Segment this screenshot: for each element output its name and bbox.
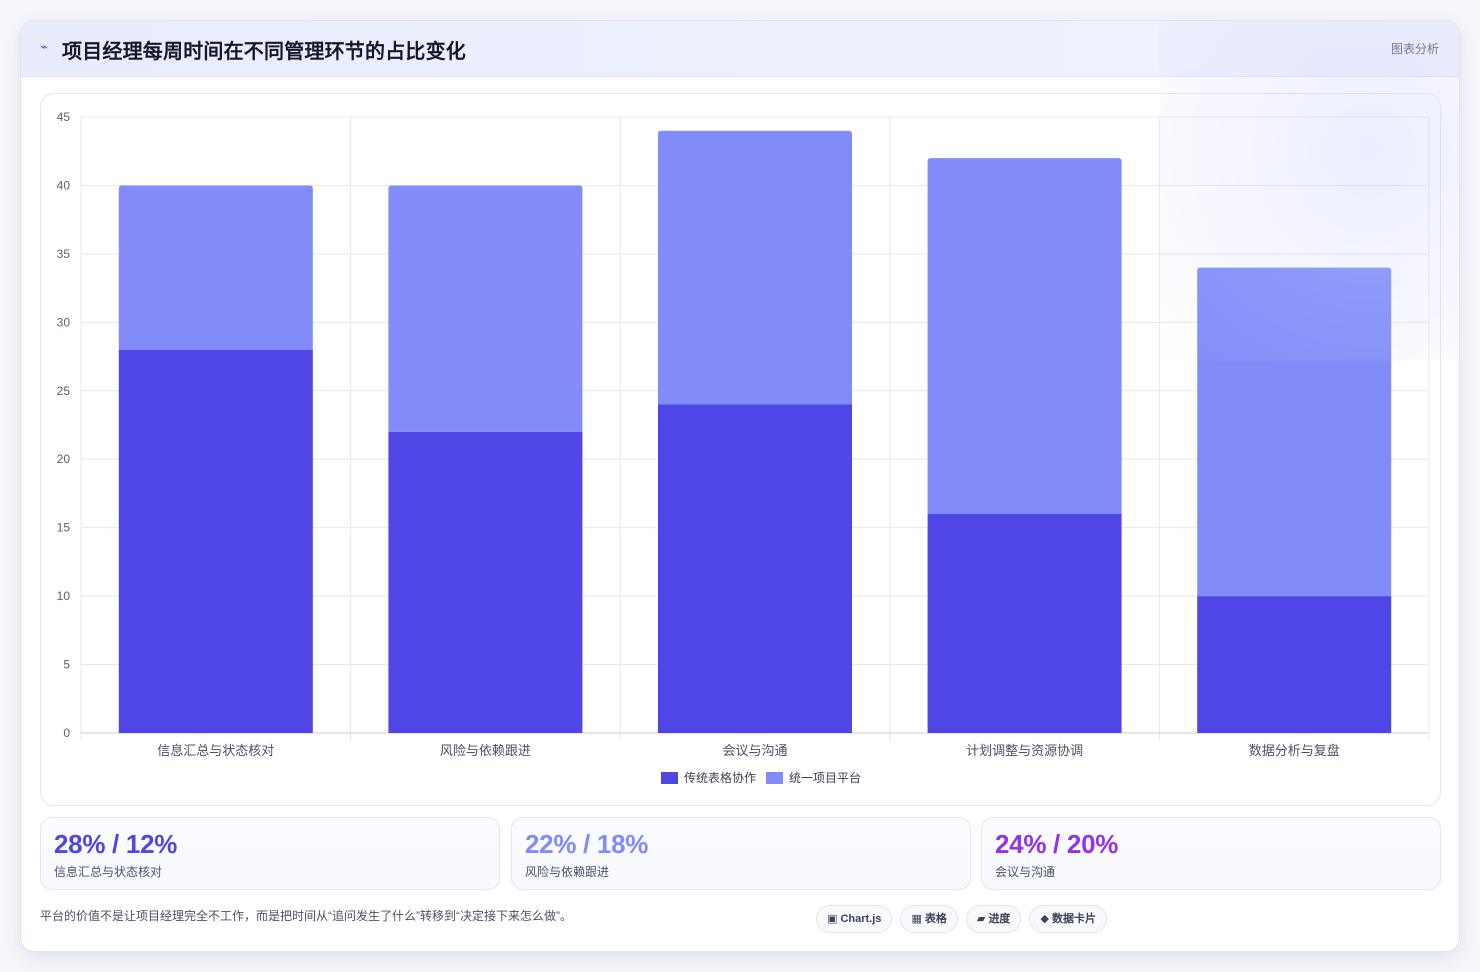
progress-icon: ▰ [976, 913, 986, 925]
stat-label-2: 风险与依赖跟进 [525, 865, 610, 879]
chip-progress[interactable]: ▰ 进度 [965, 905, 1022, 933]
chip-table[interactable]: ▦ 表格 [900, 905, 958, 933]
x-tick-label: 风险与依赖跟进 [440, 743, 531, 758]
x-tick-label: 信息汇总与状态核对 [157, 743, 274, 758]
y-tick-label: 5 [63, 658, 70, 672]
y-tick-label: 20 [57, 452, 71, 466]
chip-label: 进度 [988, 913, 1011, 925]
bar-segment [658, 404, 852, 733]
chip-label: 数据卡片 [1051, 913, 1096, 925]
bar-segment [388, 431, 583, 733]
y-tick-label: 45 [57, 110, 71, 124]
page-title: 项目经理每周时间在不同管理环节的占比变化 [62, 41, 466, 63]
y-tick-label: 0 [63, 726, 70, 740]
header-tag: 图表分析 [1390, 42, 1439, 56]
stat-card-3: 24% / 20% 会议与沟通 [981, 817, 1441, 890]
tag-chips: ▣ Chart.js ▦ 表格 ▰ 进度 ◆ 数据卡片 [816, 905, 1107, 933]
stat-value-3: 24% / 20% [995, 829, 1119, 859]
y-tick-label: 40 [57, 178, 71, 192]
bar-segment [118, 185, 313, 350]
chip-label: Chart.js [840, 913, 882, 925]
stacked-bar-chart: 0 5 10 15 20 25 30 35 40 45 信息汇总与状态核对 风险与依赖跟进 会议与沟通 计… [57, 110, 1430, 785]
stat-label-3: 会议与沟通 [995, 865, 1056, 879]
table-icon: ▦ [911, 913, 922, 925]
x-tick-label: 会议与沟通 [722, 743, 787, 758]
bar-segment [388, 185, 583, 432]
stat-label-1: 信息汇总与状态核对 [54, 865, 163, 879]
stat-card-1: 28% / 12% 信息汇总与状态核对 [40, 817, 500, 890]
bar-segment [1197, 596, 1392, 733]
chip-label: 表格 [924, 913, 947, 925]
legend-swatch [661, 772, 678, 784]
bar-segment [927, 513, 1122, 733]
bar-segment [927, 158, 1122, 514]
bar-segment [658, 130, 852, 405]
stat-value-2: 22% / 18% [525, 829, 649, 859]
y-tick-label: 15 [57, 521, 71, 535]
y-tick-label: 10 [57, 589, 71, 603]
footer-note: 平台的价值不是让项目经理完全不工作，而是把时间从“追问发生了什么”转移到“决定接… [40, 909, 572, 923]
chip-data-card[interactable]: ◆ 数据卡片 [1029, 905, 1107, 933]
chip-chartjs[interactable]: ▣ Chart.js [816, 905, 893, 933]
x-tick-label: 数据分析与复盘 [1249, 743, 1340, 758]
y-tick-label: 30 [57, 315, 71, 329]
legend-label: 统一项目平台 [789, 770, 861, 785]
card-header: ⌁ 项目经理每周时间在不同管理环节的占比变化 图表分析 [21, 21, 1459, 77]
x-tick-label: 计划调整与资源协调 [966, 743, 1083, 758]
stat-value-1: 28% / 12% [54, 829, 178, 859]
bar-segment [1197, 267, 1392, 597]
legend-swatch [766, 772, 783, 784]
chart-card: ⌁ 项目经理每周时间在不同管理环节的占比变化 图表分析 0 5 10 15 20 25 30… [20, 20, 1460, 952]
chart-icon: ▣ [827, 913, 838, 925]
bar-segment [118, 349, 313, 733]
diamond-icon: ◆ [1040, 913, 1049, 925]
legend-label: 传统表格协作 [684, 770, 756, 785]
y-tick-label: 25 [57, 384, 71, 398]
stat-card-2: 22% / 18% 风险与依赖跟进 [511, 817, 971, 890]
y-tick-label: 35 [57, 247, 71, 261]
pulse-icon: ⌁ [40, 39, 48, 54]
chart-panel: 0 5 10 15 20 25 30 35 40 45 信息汇总与状态核对 风险与依赖跟进 会议与沟通 计… [40, 93, 1441, 806]
